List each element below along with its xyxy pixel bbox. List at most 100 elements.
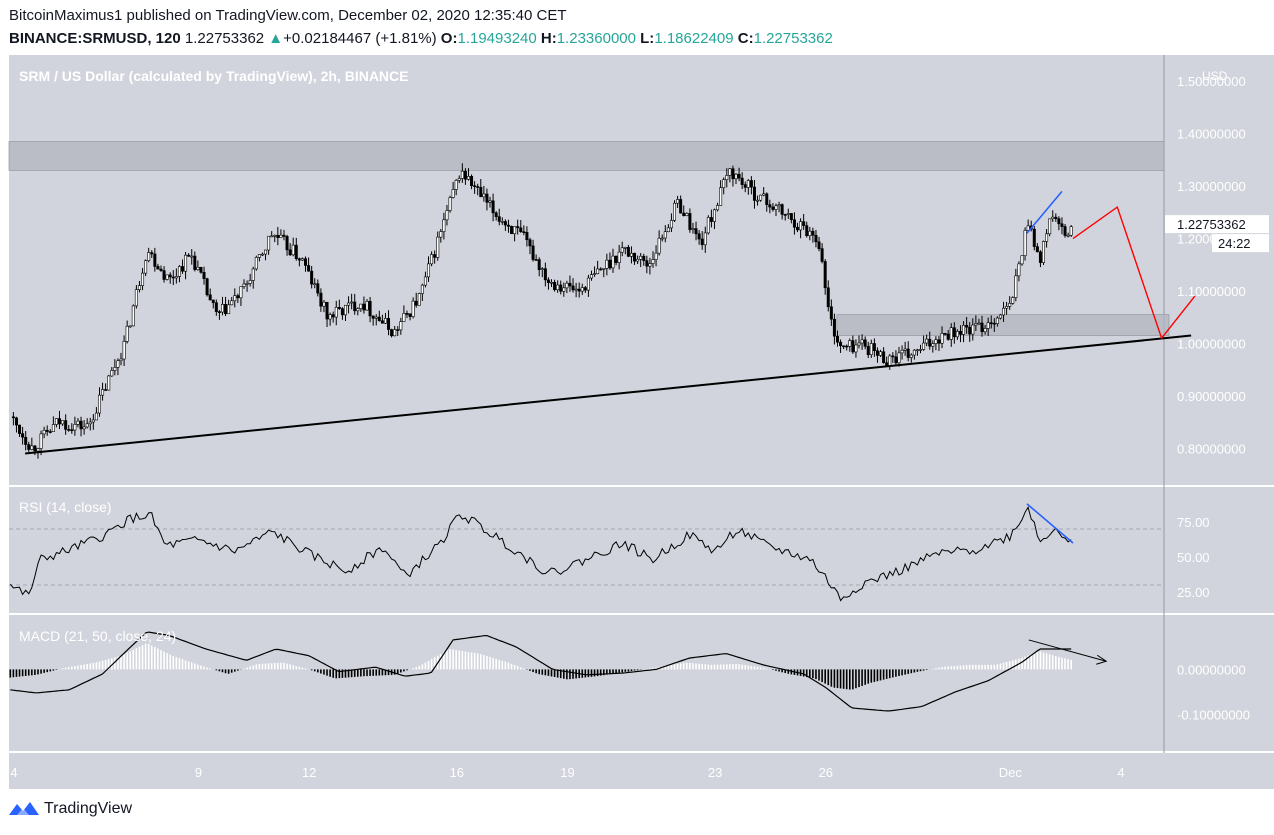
candle-body — [125, 325, 129, 342]
candle-body — [328, 314, 332, 320]
candle-body — [611, 255, 615, 269]
candle-body — [144, 260, 148, 274]
candle-body — [814, 234, 818, 243]
candle-body — [802, 221, 806, 226]
candle-body — [940, 333, 944, 344]
candle-body — [528, 239, 532, 247]
candle-body — [417, 293, 421, 306]
macd-divergence-arrow — [1028, 639, 1107, 662]
price-pane-title: SRM / US Dollar (calculated by TradingVi… — [19, 68, 408, 84]
candle-body — [832, 318, 836, 337]
projection-path — [1072, 205, 1196, 340]
candle-body — [842, 345, 846, 348]
candle-body — [651, 259, 655, 264]
candle-body — [411, 300, 415, 317]
candle-body — [423, 276, 427, 286]
candle-body — [54, 418, 58, 425]
candle-body — [14, 417, 18, 426]
candle-body — [233, 295, 237, 302]
candle-body — [217, 311, 221, 313]
last-price-tag-label: 1.22753362 — [1177, 217, 1246, 232]
candle-body — [952, 327, 956, 338]
candle-body — [716, 205, 720, 211]
candle-body — [642, 255, 646, 261]
ohlc-line: BINANCE:SRMUSD, 120 1.22753362 ▲+0.02184… — [9, 30, 833, 47]
chart-canvas[interactable]: SRM / US Dollar (calculated by TradingVi… — [0, 52, 1274, 792]
candle-body — [350, 301, 354, 304]
candle-body — [774, 205, 778, 210]
candle-body — [267, 235, 271, 251]
candle-body — [248, 280, 252, 284]
candle-body — [995, 317, 999, 324]
candle-body — [1035, 246, 1039, 253]
candle-body — [663, 231, 667, 239]
ascending-trendline — [24, 334, 1192, 455]
candle-body — [540, 268, 544, 270]
candle-body — [510, 226, 514, 235]
candle-body — [780, 204, 784, 215]
candle-body — [402, 313, 406, 322]
candle-body — [756, 199, 760, 202]
candle-body — [211, 299, 215, 304]
candle-body — [577, 288, 581, 292]
candle-body — [1063, 226, 1067, 236]
candle-body — [728, 168, 732, 176]
candle-body — [894, 356, 898, 364]
candle-body — [629, 252, 633, 257]
panel-bg-0 — [9, 55, 1274, 485]
candle-body — [608, 259, 612, 269]
candle-body — [70, 429, 74, 432]
candle-body — [513, 226, 517, 235]
candle-body — [177, 266, 181, 277]
candle-body — [76, 420, 80, 425]
footer-brand[interactable]: TradingView — [8, 800, 132, 818]
candle-body — [331, 314, 335, 318]
candle-body — [679, 199, 683, 214]
time-tick-label: 19 — [560, 765, 574, 780]
candle-body — [617, 251, 621, 263]
candle-body — [208, 294, 212, 301]
candle-body — [300, 258, 304, 261]
candle-body — [134, 289, 138, 307]
countdown-tag — [1212, 234, 1269, 253]
time-tick-label: 16 — [450, 765, 464, 780]
candle-body — [669, 220, 673, 229]
candle-body — [101, 389, 105, 396]
candle-body — [823, 261, 827, 289]
time-tick-label: 4 — [1117, 765, 1124, 780]
candle-body — [639, 255, 643, 260]
candle-body — [181, 266, 185, 272]
candle-body — [1066, 234, 1070, 237]
candle-body — [137, 285, 141, 290]
candle-body — [184, 254, 188, 272]
candle-body — [251, 268, 255, 281]
candle-body — [254, 257, 258, 270]
candle-body — [1060, 223, 1064, 227]
candle-body — [559, 284, 563, 292]
price-tick-label: 1.30000000 — [1177, 179, 1246, 194]
candle-body — [294, 244, 298, 260]
candle-body — [546, 279, 550, 283]
macd-tick-label: 0.00000000 — [1177, 662, 1246, 677]
candle-body — [697, 233, 701, 240]
candle-body — [430, 254, 434, 265]
price-tick-label: 1.10000000 — [1177, 284, 1246, 299]
candle-body — [119, 358, 123, 362]
symbol-label[interactable]: BINANCE:SRMUSD, 120 — [9, 30, 181, 47]
candle-body — [97, 394, 101, 414]
candle-body — [869, 343, 873, 355]
candle-body — [260, 253, 264, 256]
candle-body — [676, 199, 680, 204]
candle-body — [322, 301, 326, 307]
change-arrow-icon: ▲ — [268, 30, 284, 47]
candle-body — [279, 234, 283, 238]
candle-body — [845, 345, 849, 348]
candle-body — [992, 322, 996, 325]
candle-body — [799, 221, 803, 231]
panel-bg-2 — [9, 615, 1274, 751]
candle-body — [150, 252, 154, 255]
time-tick-label: 9 — [195, 765, 202, 780]
candle-body — [934, 339, 938, 344]
candle-body — [319, 292, 323, 307]
low-value: 1.18622409 — [654, 30, 734, 47]
